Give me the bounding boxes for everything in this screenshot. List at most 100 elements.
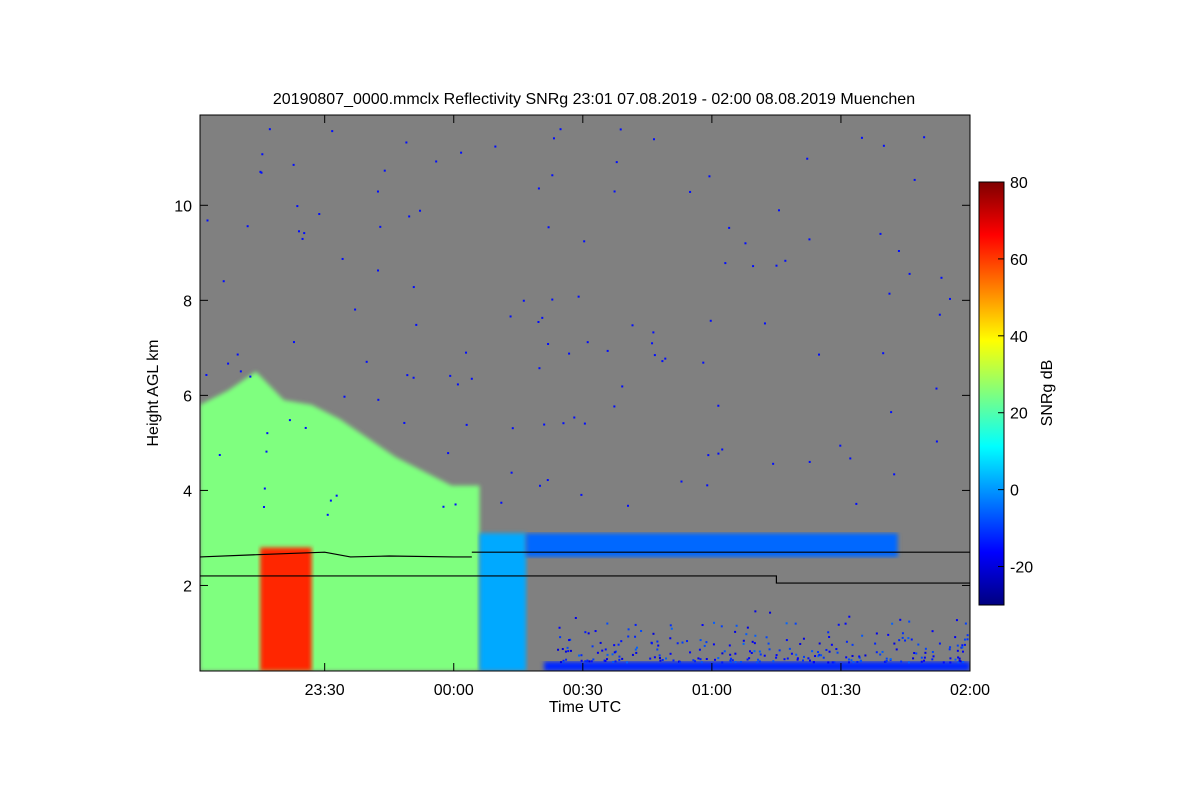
- speckle: [296, 205, 299, 208]
- speckle: [584, 631, 587, 634]
- speckle: [956, 649, 959, 652]
- speckle: [615, 161, 618, 164]
- speckle: [948, 648, 951, 651]
- boundary-line: [200, 551, 472, 558]
- speckle: [831, 661, 834, 664]
- speckle: [759, 653, 762, 656]
- speckle: [729, 653, 732, 656]
- speckle: [808, 238, 811, 241]
- speckle: [855, 502, 858, 505]
- speckle: [703, 644, 706, 647]
- speckle: [262, 505, 265, 508]
- speckle: [701, 624, 704, 627]
- noise-speckles: [205, 128, 969, 664]
- speckle: [746, 658, 749, 661]
- speckle: [577, 295, 580, 298]
- speckle: [963, 638, 966, 641]
- speckle: [706, 484, 709, 487]
- speckle: [882, 352, 885, 355]
- speckle: [812, 661, 815, 664]
- speckle: [734, 630, 737, 633]
- speckle: [552, 137, 555, 140]
- speckle: [510, 471, 513, 474]
- speckle: [580, 493, 583, 496]
- colorbar-tick-label: 80: [1010, 175, 1028, 192]
- speckle: [708, 175, 711, 178]
- speckle: [818, 642, 821, 645]
- speckle: [757, 658, 760, 661]
- speckle: [837, 623, 840, 626]
- speckle: [288, 419, 291, 422]
- speckle: [806, 157, 809, 160]
- speckle: [614, 650, 617, 653]
- speckle: [818, 353, 821, 356]
- colorbar: -20 0 20 40 60 80 SNRg dB: [978, 175, 1056, 606]
- speckle: [705, 641, 708, 644]
- speckle: [653, 354, 656, 357]
- echo-region-cloud-layer: [526, 533, 898, 557]
- speckle: [744, 242, 747, 245]
- speckle: [785, 622, 788, 625]
- speckle: [754, 634, 757, 637]
- speckle: [596, 651, 599, 654]
- speckle: [205, 373, 208, 376]
- speckle: [651, 342, 654, 345]
- speckle: [591, 645, 594, 648]
- speckle: [613, 190, 616, 193]
- speckle: [785, 639, 788, 642]
- speckle: [626, 661, 629, 664]
- speckle: [206, 219, 209, 222]
- speckle: [599, 641, 602, 644]
- speckle: [649, 657, 652, 660]
- plot-area: 23:30 00:00 00:30 01:00 01:30 02:00 2 4 6 8 10: [174, 114, 990, 699]
- speckle: [635, 651, 638, 654]
- speckle: [681, 641, 684, 644]
- colorbar-tick-label: 40: [1010, 329, 1028, 346]
- speckle: [574, 616, 577, 619]
- speckle: [811, 650, 814, 653]
- speckle: [658, 657, 661, 660]
- speckle: [537, 320, 540, 323]
- speckle: [583, 240, 586, 243]
- speckle: [940, 276, 943, 279]
- x-tick-label: 00:30: [563, 682, 603, 699]
- speckle: [559, 636, 562, 639]
- speckle: [707, 454, 710, 457]
- speckle: [949, 297, 952, 300]
- speckle: [442, 505, 445, 508]
- boundary-line: [200, 575, 970, 584]
- speckle: [697, 657, 700, 660]
- speckle: [680, 480, 683, 483]
- speckle: [546, 479, 549, 482]
- speckle: [908, 272, 911, 275]
- speckle: [227, 362, 230, 365]
- speckle: [817, 655, 820, 658]
- speckle: [564, 650, 567, 653]
- speckle: [558, 626, 561, 629]
- speckle: [847, 661, 850, 664]
- speckle: [749, 650, 752, 653]
- x-tick-label: 02:00: [950, 682, 990, 699]
- speckle: [900, 660, 903, 663]
- speckle: [689, 651, 692, 654]
- speckle: [511, 427, 514, 430]
- speckle: [885, 659, 888, 662]
- speckle: [304, 426, 307, 429]
- speckle: [958, 659, 961, 662]
- speckle: [569, 649, 572, 652]
- speckle: [661, 658, 664, 661]
- speckle: [547, 342, 550, 345]
- speckle: [723, 650, 726, 653]
- speckle: [912, 657, 915, 660]
- speckle: [578, 654, 581, 657]
- speckle: [236, 353, 239, 356]
- speckle: [763, 322, 766, 325]
- speckle: [758, 650, 761, 653]
- speckle: [700, 661, 703, 664]
- speckle: [509, 315, 512, 318]
- speckle: [699, 658, 702, 661]
- speckle: [856, 660, 859, 663]
- speckle: [568, 352, 571, 355]
- speckle: [613, 644, 616, 647]
- speckle: [830, 643, 833, 646]
